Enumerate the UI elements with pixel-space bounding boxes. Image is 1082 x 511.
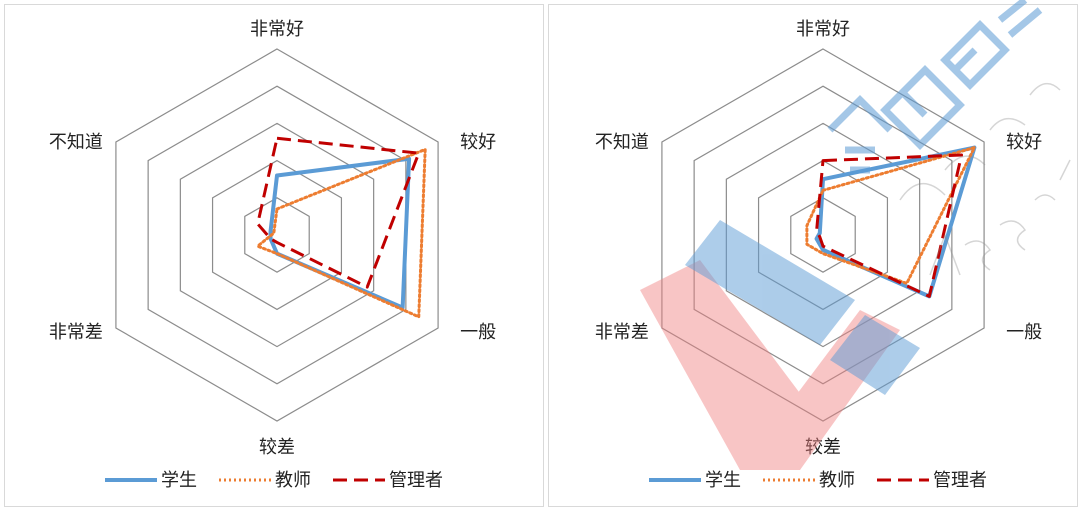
series-1-polygon bbox=[256, 147, 427, 319]
axis-label: 不知道 bbox=[595, 132, 649, 153]
grid-ring-4 bbox=[693, 85, 953, 385]
axis-label: 一般 bbox=[460, 322, 496, 343]
legend-label: 教师 bbox=[819, 470, 855, 491]
grid-ring-3 bbox=[725, 122, 921, 348]
axis-label: 一般 bbox=[1006, 322, 1042, 343]
grid-ring-5 bbox=[661, 48, 985, 422]
grid-ring-3 bbox=[179, 122, 375, 348]
grid-ring-1 bbox=[244, 197, 310, 273]
axis-label: 较好 bbox=[1006, 132, 1042, 153]
grid-ring-4 bbox=[147, 85, 407, 385]
grid-ring-5 bbox=[115, 48, 439, 422]
axis-label: 非常好 bbox=[250, 19, 304, 40]
legend-label: 管理者 bbox=[933, 470, 987, 491]
axis-label: 非常好 bbox=[796, 19, 850, 40]
legend-label: 管理者 bbox=[389, 470, 443, 491]
axis-label: 不知道 bbox=[49, 132, 103, 153]
radar-chart-right: 非常好较好一般较差 非常差 不知道学生 教师 管理者 bbox=[548, 4, 1078, 507]
series-2-polygon bbox=[256, 136, 421, 289]
series-0-polygon bbox=[268, 156, 412, 310]
axis-label: 非常差 bbox=[595, 322, 649, 343]
grid-ring-2 bbox=[211, 159, 343, 311]
legend-label: 教师 bbox=[275, 470, 311, 491]
axis-label: 较好 bbox=[460, 132, 496, 153]
legend-label: 学生 bbox=[705, 470, 741, 491]
axis-label: 较差 bbox=[259, 437, 295, 458]
axis-label: 较差 bbox=[805, 437, 841, 458]
legend-label: 学生 bbox=[161, 470, 197, 491]
axis-label: 非常差 bbox=[49, 322, 103, 343]
radar-chart-left: 非常好较好一般较差 非常差 不知道学生 教师 管理者 bbox=[4, 4, 544, 507]
